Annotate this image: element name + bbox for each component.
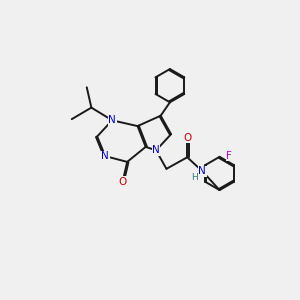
Text: H: H [191, 173, 198, 182]
Text: O: O [118, 177, 127, 187]
Text: N: N [198, 166, 206, 176]
Text: O: O [183, 133, 191, 142]
Text: N: N [152, 145, 160, 155]
Text: F: F [226, 151, 232, 161]
Text: N: N [108, 115, 116, 125]
Text: N: N [101, 151, 109, 161]
